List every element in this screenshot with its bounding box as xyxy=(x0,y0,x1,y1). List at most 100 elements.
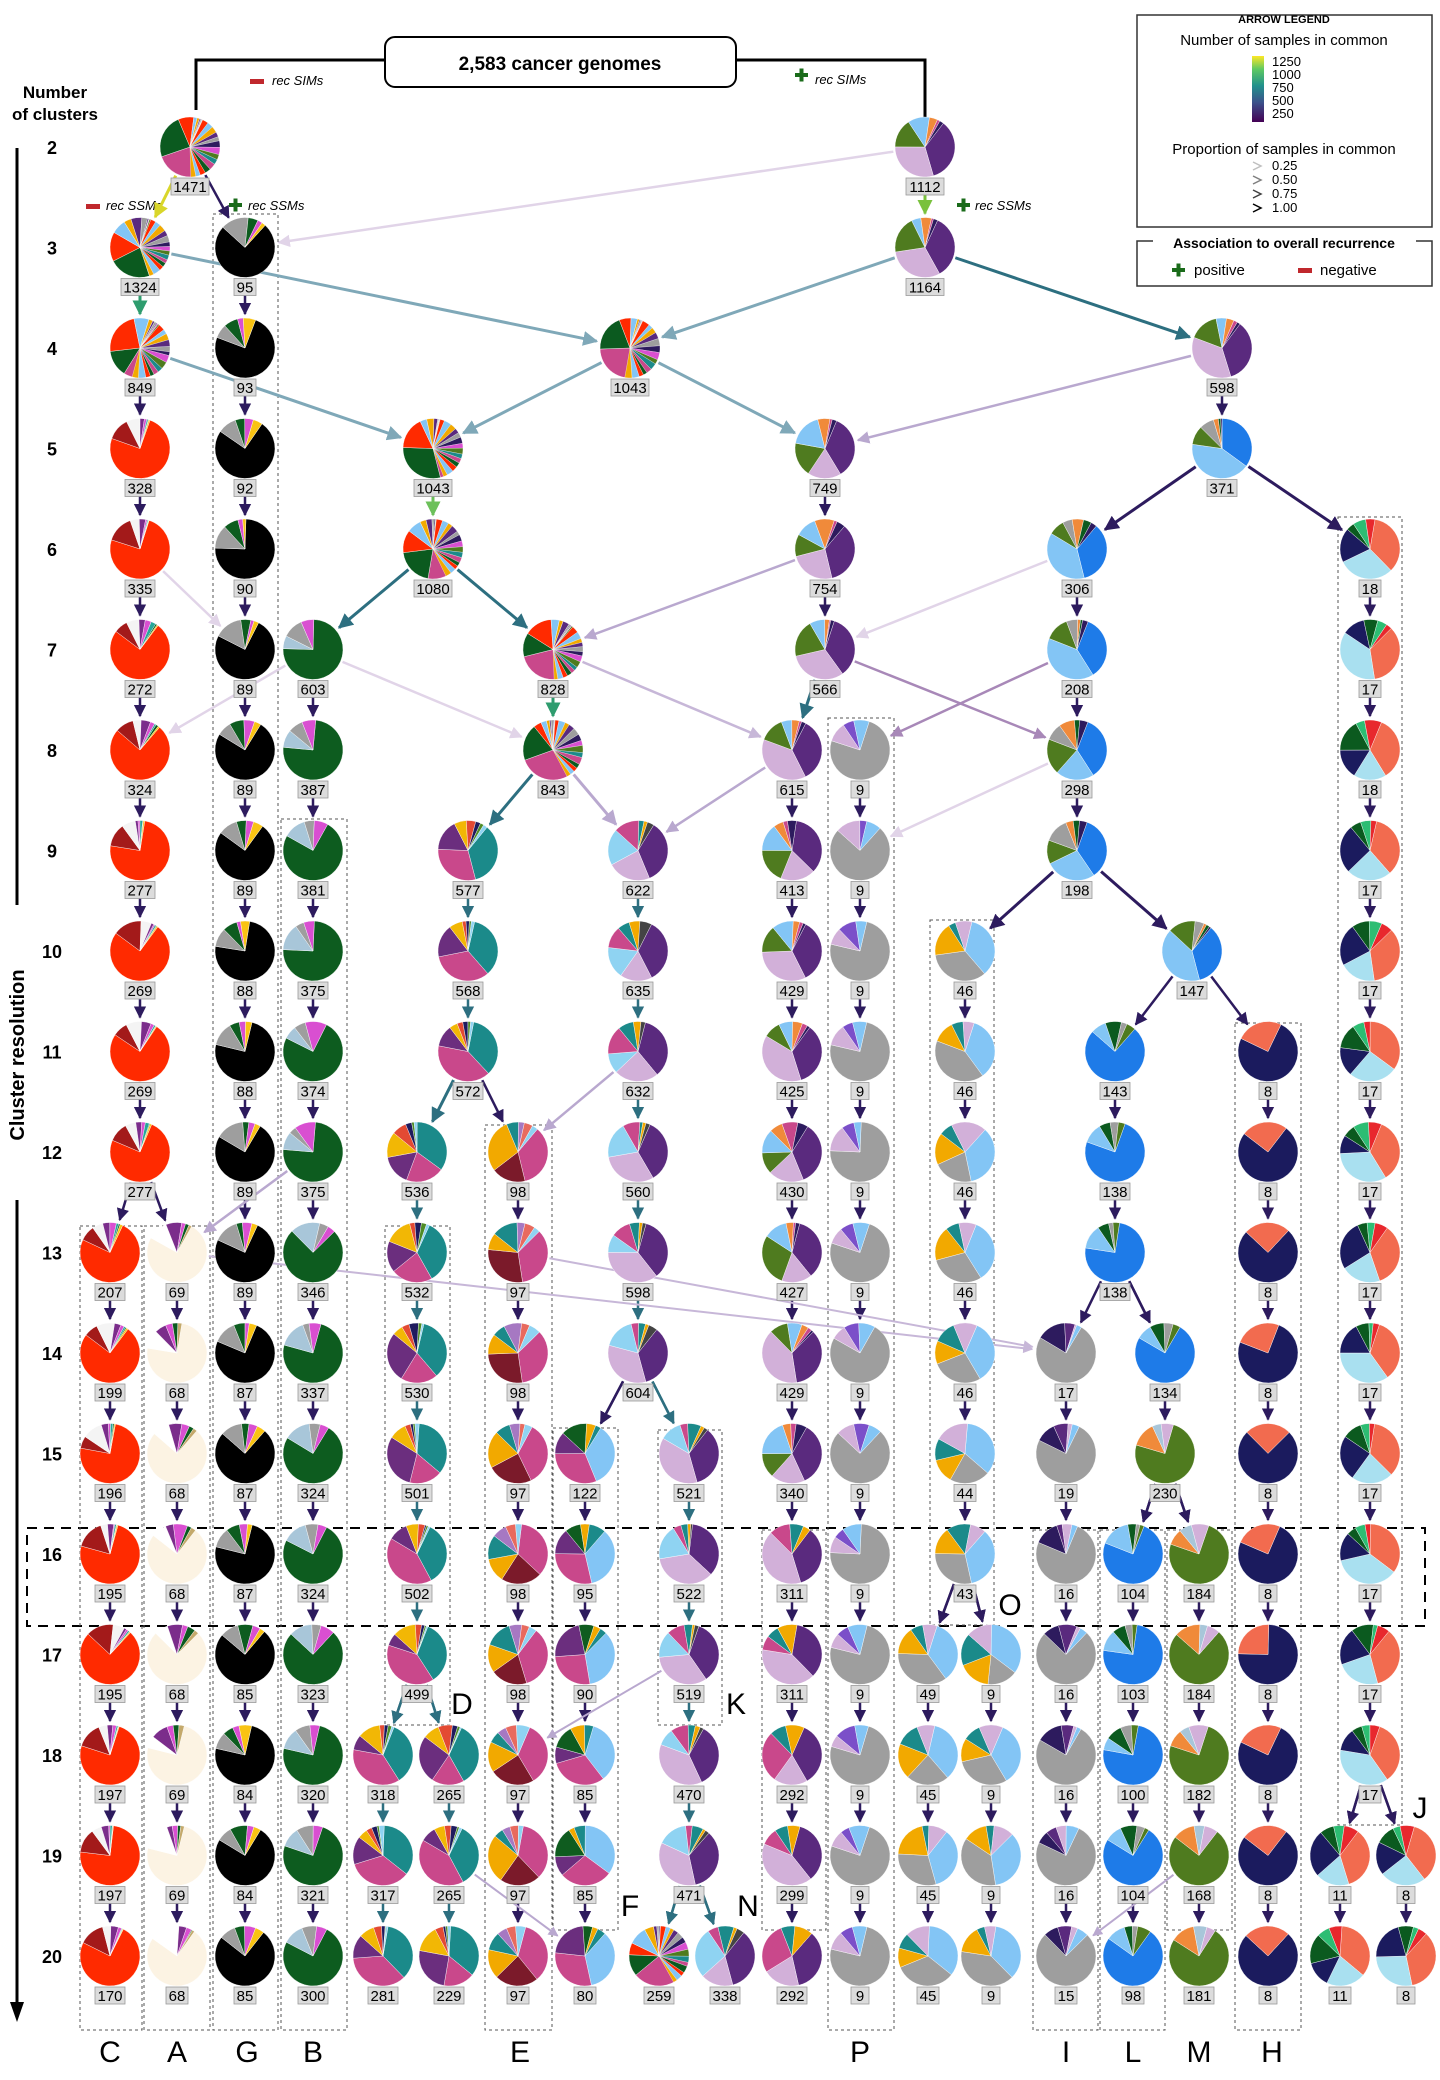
cluster-size-label: 87 xyxy=(237,1586,254,1603)
cluster-pie: 17 xyxy=(1339,1322,1401,1402)
pie-slice xyxy=(1046,533,1085,580)
cluster-size-label: 89 xyxy=(237,782,254,799)
pie-slice xyxy=(416,1525,431,1555)
pie-slice xyxy=(637,920,652,952)
pie-slice xyxy=(1369,1630,1401,1684)
cluster-size-badge xyxy=(452,981,484,1000)
pie-slice xyxy=(517,1331,549,1383)
pie-slice xyxy=(522,726,554,761)
pie-slice xyxy=(658,1955,678,1983)
pie-slice xyxy=(406,1151,442,1183)
cluster-pie: 374 xyxy=(282,1021,344,1101)
pie-slice xyxy=(493,1654,527,1685)
pie-slice xyxy=(934,1040,983,1082)
cluster-pie: 11 xyxy=(1309,1925,1371,2005)
pie-slice xyxy=(416,1625,429,1655)
transition-arrow xyxy=(456,568,529,629)
cluster-size-badge xyxy=(401,1182,433,1201)
cluster-pie: 17 xyxy=(1339,1121,1401,1201)
pie-slice xyxy=(1221,323,1253,377)
pie-slice xyxy=(897,1825,929,1856)
pie-slice xyxy=(1369,519,1401,571)
pie-slice xyxy=(555,1754,604,1786)
pie-slice xyxy=(964,1531,996,1584)
cluster-pie: 9 xyxy=(829,1925,891,2005)
cluster-size-badge xyxy=(776,1484,808,1502)
pie-slice xyxy=(561,1855,610,1886)
pie-slice xyxy=(1114,1121,1126,1153)
cluster-pie: 138 xyxy=(1084,1121,1146,1201)
cluster-size-label: 521 xyxy=(676,1486,701,1503)
cluster-size-badge xyxy=(673,1886,705,1904)
legend-positive: positive xyxy=(1194,262,1245,279)
pie-slice xyxy=(79,1632,141,1685)
pie-slice xyxy=(658,1842,696,1886)
cluster-size-label: 387 xyxy=(300,782,325,799)
pie-slice xyxy=(176,1428,198,1454)
cluster-pie: 371 xyxy=(1191,418,1253,498)
title-box xyxy=(384,36,737,88)
pie-slice xyxy=(859,1424,881,1454)
cluster-size-badge xyxy=(905,177,945,196)
cluster-pie: 1471 xyxy=(159,116,221,196)
pie-slice xyxy=(1076,522,1097,550)
axis-side-label: Cluster resolution xyxy=(7,969,29,1140)
cluster-pie: 8 xyxy=(1237,1021,1299,1101)
pie-slice xyxy=(416,1423,448,1474)
pie-slice xyxy=(829,1826,891,1886)
cluster-size-label: 95 xyxy=(237,280,254,297)
pie-slice xyxy=(847,1624,868,1656)
cluster-size-label: 425 xyxy=(779,1084,804,1101)
pie-slice xyxy=(1134,1326,1196,1384)
cluster-size-label: 90 xyxy=(237,581,254,598)
cluster-size-badge xyxy=(1258,1986,1278,2005)
pie-slice xyxy=(960,1838,996,1886)
cluster-size-badge xyxy=(573,1986,597,2005)
pie-slice xyxy=(787,1825,801,1856)
cluster-size-badge xyxy=(953,981,977,1000)
transition-arrow xyxy=(1100,870,1168,930)
transition-arrow xyxy=(1210,975,1249,1026)
pie-slice xyxy=(1198,1625,1220,1655)
cluster-size-badge xyxy=(170,177,210,196)
cluster-pie: 197 xyxy=(79,1825,141,1905)
pie-slice xyxy=(282,1323,344,1384)
cluster-size-badge xyxy=(94,1785,126,1804)
cluster-pie: 277 xyxy=(109,820,171,900)
cluster-size-label: 197 xyxy=(97,1787,122,1804)
lineage-box xyxy=(827,717,895,2031)
pie-slice xyxy=(432,448,448,477)
pie-slice xyxy=(146,1931,208,1987)
pie-slice xyxy=(791,1223,823,1277)
cluster-pie: 754 xyxy=(794,518,856,598)
cluster-size-label: 8 xyxy=(1402,1988,1410,2005)
cluster-size-badge xyxy=(401,1584,433,1603)
cluster-size-label: 87 xyxy=(237,1385,254,1402)
cluster-pie: 68 xyxy=(146,1322,208,1402)
pie-slice xyxy=(242,518,247,550)
cluster-size-label: 9 xyxy=(856,1787,864,1804)
pie-slice xyxy=(214,1022,276,1082)
cluster-size-badge xyxy=(1183,1986,1215,2005)
pie-slice xyxy=(244,1425,266,1454)
cluster-pie: 413 xyxy=(761,820,823,900)
cluster-size-label: 11 xyxy=(1332,1988,1348,2005)
cluster-pie: 98 xyxy=(487,1523,549,1603)
pie-slice xyxy=(386,1437,418,1483)
cluster-size-label: 196 xyxy=(97,1486,122,1503)
minus-icon xyxy=(250,79,264,84)
pie-slice xyxy=(791,1122,809,1153)
cluster-pie: 97 xyxy=(487,1724,549,1804)
pie-slice xyxy=(139,925,159,952)
cluster-pie: 632 xyxy=(607,1021,669,1101)
cluster-size-label: 265 xyxy=(436,1888,461,1905)
cluster-size-badge xyxy=(1358,1283,1382,1301)
pie-slice xyxy=(854,1724,869,1756)
pie-slice xyxy=(467,827,499,880)
pie-slice xyxy=(935,950,985,982)
transition-arrow xyxy=(431,1079,455,1124)
pie-slice xyxy=(1130,1724,1139,1756)
transition-arrow xyxy=(954,256,1192,340)
pie-slice xyxy=(1243,1121,1287,1153)
prop-arrow-icon xyxy=(1252,203,1263,213)
